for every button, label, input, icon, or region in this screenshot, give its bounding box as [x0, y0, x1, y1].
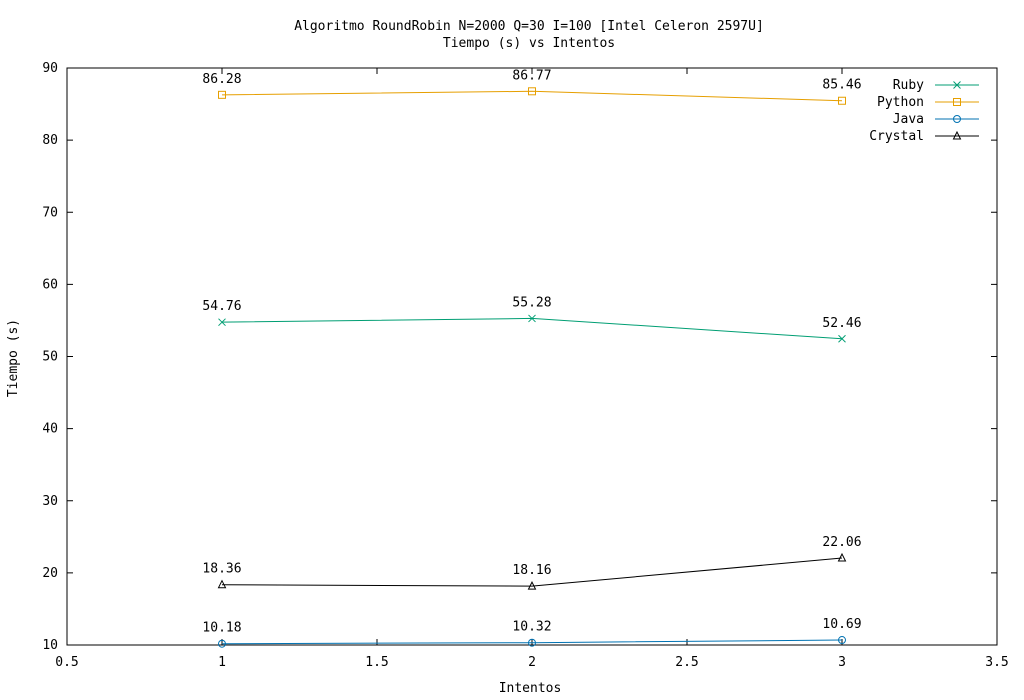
y-tick-label: 80 [42, 133, 58, 148]
data-label-ruby: 52.46 [822, 316, 861, 331]
y-axis-label: Tiempo (s) [6, 319, 21, 397]
legend-marker-python [953, 98, 961, 106]
legend-item-ruby: Ruby [893, 78, 979, 93]
series-line-java [221, 639, 843, 645]
y-tick-label: 50 [42, 350, 58, 365]
data-point-ruby [218, 318, 226, 327]
data-point-python [528, 87, 536, 96]
data-label-crystal: 22.06 [822, 535, 861, 550]
x-tick-label: 2.5 [675, 655, 698, 670]
data-label-crystal: 18.16 [512, 563, 551, 578]
series-line-crystal [221, 557, 843, 587]
data-point-java [838, 636, 846, 645]
x-tick-label: 3.5 [985, 655, 1008, 670]
legend-marker-java [953, 115, 961, 123]
data-label-python: 86.77 [512, 68, 551, 83]
x-tick-label: 0.5 [55, 655, 78, 670]
data-label-java: 10.32 [512, 620, 551, 635]
series-python: 86.28 86.77 85.46 [202, 68, 862, 105]
data-point-ruby [838, 334, 846, 343]
data-point-ruby [528, 314, 536, 323]
legend: Ruby Python Java Crystal [869, 78, 979, 144]
series-line-ruby [221, 317, 843, 340]
plot-frame [66, 67, 998, 646]
data-point-java [528, 638, 536, 647]
y-tick-label: 10 [42, 638, 58, 653]
data-label-ruby: 54.76 [202, 299, 241, 314]
y-tick-label: 20 [42, 566, 58, 581]
data-label-python: 86.28 [202, 72, 241, 87]
chart-title: Algoritmo RoundRobin N=2000 Q=30 I=100 [… [294, 19, 764, 34]
data-point-crystal [217, 579, 227, 589]
legend-label-python: Python [877, 95, 924, 110]
data-point-python [838, 96, 846, 105]
chart-subtitle: Tiempo (s) vs Intentos [443, 36, 615, 51]
x-tick-label: 3 [838, 655, 846, 670]
x-tick-label: 1 [218, 655, 226, 670]
series-ruby: 54.76 55.28 52.46 [202, 295, 862, 343]
legend-label-ruby: Ruby [893, 78, 924, 93]
data-label-crystal: 18.36 [202, 562, 241, 577]
legend-item-python: Python [877, 95, 979, 110]
data-label-ruby: 55.28 [512, 295, 551, 310]
data-point-crystal [837, 552, 847, 562]
legend-label-java: Java [893, 112, 924, 127]
series-line-python [221, 90, 843, 102]
y-tick-label: 90 [42, 61, 58, 76]
x-tick-label: 1.5 [365, 655, 388, 670]
y-tick-label: 70 [42, 205, 58, 220]
series-crystal: 18.36 18.16 22.06 [202, 535, 862, 590]
legend-marker-ruby [953, 81, 961, 89]
x-tick-label: 2 [528, 655, 536, 670]
legend-item-crystal: Crystal [869, 129, 979, 144]
data-point-python [218, 90, 226, 99]
y-tick-label: 30 [42, 494, 58, 509]
legend-marker-crystal [952, 130, 962, 140]
legend-item-java: Java [893, 112, 979, 127]
series-java: 10.18 10.32 10.69 [202, 617, 862, 648]
y-tick-label: 60 [42, 277, 58, 292]
data-point-java [218, 639, 226, 648]
legend-label-crystal: Crystal [869, 129, 924, 144]
data-label-java: 10.69 [822, 617, 861, 632]
y-tick-label: 40 [42, 422, 58, 437]
plot-area: 0.5 1 1.5 2 2.5 3 3.5 10 20 30 40 50 60 70 80 90 54.76 55… [42, 61, 1008, 670]
data-point-crystal [527, 581, 537, 590]
data-label-python: 85.46 [822, 78, 861, 93]
x-axis-label: Intentos [499, 681, 562, 696]
data-label-java: 10.18 [202, 621, 241, 636]
